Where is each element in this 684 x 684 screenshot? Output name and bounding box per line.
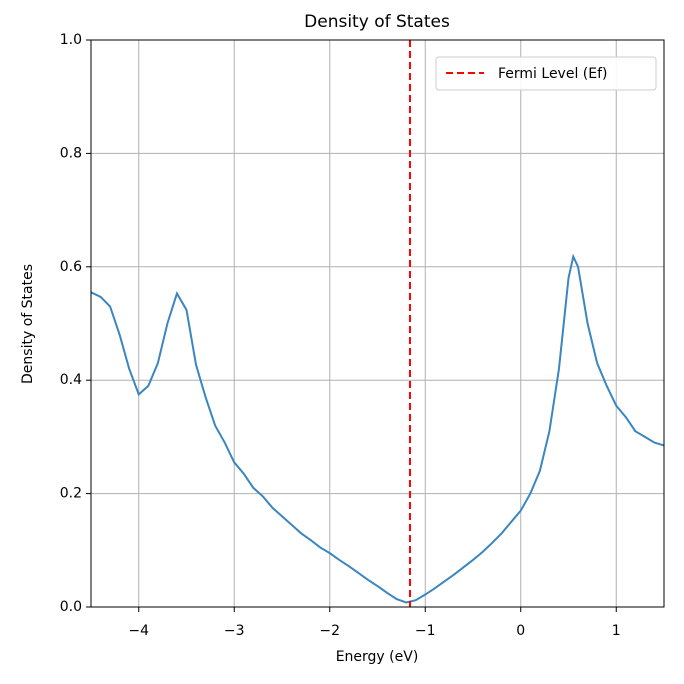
x-tick-label: −2 <box>319 623 340 639</box>
x-tick-label: 1 <box>612 623 621 639</box>
y-tick-label: 0.8 <box>60 145 82 161</box>
y-tick-label: 1.0 <box>60 32 82 48</box>
frame <box>90 39 665 608</box>
legend-label: Fermi Level (Ef) <box>498 66 608 82</box>
x-tick-label: −3 <box>224 623 245 639</box>
data-line <box>90 253 665 604</box>
y-tick-label: 0.0 <box>60 599 82 615</box>
y-tick-label: 0.4 <box>60 372 82 388</box>
y-tick-label: 0.2 <box>60 486 82 502</box>
legend-box <box>435 56 657 91</box>
x-tick-label: −1 <box>415 623 436 639</box>
x-axis-label: Energy (eV) <box>336 649 419 665</box>
y-tick-label: 0.6 <box>60 259 82 275</box>
y-axis-label: Density of States <box>20 264 36 384</box>
chart-title: Density of States <box>304 12 450 32</box>
x-tick-label: 0 <box>516 623 525 639</box>
x-tick-label: −4 <box>128 623 149 639</box>
